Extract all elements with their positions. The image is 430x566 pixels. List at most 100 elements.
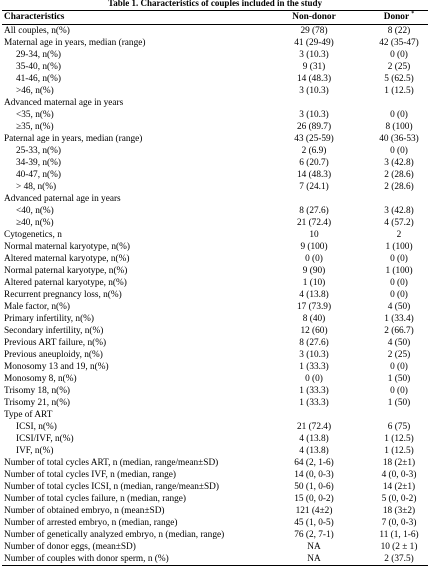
table-row: Paternal age in years, median (range) 43 … <box>2 133 428 145</box>
value-cell: 7 (0, 0-3) <box>381 518 417 528</box>
table-row: Previous ART failure, n(%) 8 (27.6) 4 (50) <box>2 337 428 349</box>
value-cell: 0 (0) <box>390 110 408 120</box>
label-cell: Normal maternal karyotype, n(%) <box>4 242 130 252</box>
value-cell: 64 (2, 1-6) <box>294 458 334 468</box>
value-cell: 6 (75) <box>387 422 411 432</box>
label-cell: >46, n(%) <box>16 86 54 96</box>
value-cell: 12 (60) <box>300 326 328 336</box>
table-row: Number of total cycles IVF, n (median, r… <box>2 469 428 481</box>
value-cell: 4 (0, 0-3) <box>381 470 417 480</box>
value-cell: 2 (28.6) <box>384 170 414 180</box>
value-cell <box>370 409 428 421</box>
label-cell: 25-33, n(%) <box>16 146 61 156</box>
value-cell <box>258 193 370 205</box>
sub-row: <35, n(%) 3 (10.3) 0 (0) <box>2 109 428 121</box>
table-row: Number of genetically analyzed embryo, n… <box>2 529 428 541</box>
value-cell: 10 (2 ± 1) <box>380 542 418 552</box>
value-cell: 2 (28.6) <box>384 182 414 192</box>
value-cell <box>370 97 428 109</box>
header-text: Donor <box>383 12 409 22</box>
label-cell: Secondary infertility, n(%) <box>4 326 104 336</box>
label-cell: 35-40, n(%) <box>16 62 61 72</box>
label-cell: 40-47, n(%) <box>16 170 61 180</box>
label-cell: Trisomy 21, n(%) <box>4 398 71 408</box>
sub-row: ≥40, n(%) 21 (72.4) 4 (57.2) <box>2 217 428 229</box>
value-cell: 2 (25) <box>387 62 411 72</box>
table-row: Cytogenetics, n 10 2 <box>2 229 428 241</box>
value-cell: 0 (0) <box>390 50 408 60</box>
label-cell: Number of obtained embryo, n (mean±SD) <box>4 506 165 516</box>
table-row: Previous aneuploidy, n(%) 3 (10.3) 2 (25) <box>2 349 428 361</box>
value-cell: 76 (2, 7-1) <box>294 530 334 540</box>
table-row: Number of couples with donor sperm, n (%… <box>2 553 428 566</box>
sub-row: ≥35, n(%) 26 (89.7) 8 (100) <box>2 121 428 133</box>
label-cell: 34-39, n(%) <box>16 158 61 168</box>
label-cell: Monosomy 8, n(%) <box>4 374 77 384</box>
label-cell: 29-34, n(%) <box>16 50 61 60</box>
sub-row: >46, n(%) 3 (10.3) 1 (12.5) <box>2 85 428 97</box>
value-cell: 42 (35-47) <box>379 38 419 48</box>
sub-row: 35-40, n(%) 9 (31) 2 (25) <box>2 61 428 73</box>
sub-row: 34-39, n(%) 6 (20.7) 3 (42.8) <box>2 157 428 169</box>
value-cell <box>258 409 370 421</box>
value-cell: 4 (50) <box>387 302 411 312</box>
value-cell: 8 (22) <box>387 26 411 36</box>
label-cell: Previous ART failure, n(%) <box>4 338 107 348</box>
value-cell: NA <box>307 554 321 564</box>
value-cell: 2 (66.7) <box>384 326 414 336</box>
header-row: Characteristics Non-donor Donor * <box>2 10 428 25</box>
value-cell: 15 (0, 0-2) <box>294 494 334 504</box>
label-cell: All couples, n(%) <box>4 26 70 36</box>
characteristics-table: Characteristics Non-donor Donor * All co… <box>2 10 428 566</box>
value-cell: 1 (12.5) <box>384 446 414 456</box>
value-cell: 121 (4±2) <box>295 506 333 516</box>
value-cell: 1 (33.3) <box>299 362 329 372</box>
label-cell: Primary infertility, n(%) <box>4 314 95 324</box>
value-cell: 1 (12.5) <box>384 86 414 96</box>
label-cell: Advanced paternal age in years <box>4 194 121 204</box>
label-cell: Altered maternal karyotype, n(%) <box>4 254 130 264</box>
value-cell: 3 (42.8) <box>384 158 414 168</box>
table-row: Trisomy 18, n(%) 1 (33.3) 0 (0) <box>2 385 428 397</box>
value-cell <box>370 193 428 205</box>
table-row: Recurrent pregnancy loss, n(%) 4 (13.8) 0 … <box>2 289 428 301</box>
table-row: Normal paternal karyotype, n(%) 9 (90) 1 (… <box>2 265 428 277</box>
table-row: All couples, n(%) 29 (78) 8 (22) <box>2 25 428 38</box>
table-row: Male factor, n(%) 17 (73.9) 4 (50) <box>2 301 428 313</box>
value-cell: 4 (13.8) <box>299 434 329 444</box>
table-row: Altered maternal karyotype, n(%) 0 (0) 0 (… <box>2 253 428 265</box>
value-cell: 29 (78) <box>300 26 328 36</box>
label-cell: ICSI/IVF, n(%) <box>16 434 74 444</box>
table-row: Number of arrested embryo, n (median, ra… <box>2 517 428 529</box>
label-cell: <35, n(%) <box>16 110 54 120</box>
table-row: Type of ART <box>2 409 428 421</box>
value-cell: 0 (0) <box>390 278 408 288</box>
sub-row: > 48, n(%) 7 (24.1) 2 (28.6) <box>2 181 428 193</box>
label-cell: Number of couples with donor sperm, n (%… <box>4 554 169 564</box>
value-cell: 6 (20.7) <box>299 158 329 168</box>
value-cell: 1 (12.5) <box>384 434 414 444</box>
value-cell: 2 (37.5) <box>384 554 414 564</box>
value-cell: 8 (27.6) <box>299 206 329 216</box>
table-row: Primary infertility, n(%) 8 (40) 1 (33.4) <box>2 313 428 325</box>
sub-row: <40, n(%) 8 (27.6) 3 (42.8) <box>2 205 428 217</box>
value-cell: 0 (0) <box>305 254 323 264</box>
value-cell: 17 (73.9) <box>296 302 332 312</box>
value-cell: 1 (50) <box>387 398 411 408</box>
label-cell: Trisomy 18, n(%) <box>4 386 71 396</box>
table-row: Number of donor eggs, (mean±SD) NA 10 (2 ±… <box>2 541 428 553</box>
table-row: Normal maternal karyotype, n(%) 9 (100) 1 … <box>2 241 428 253</box>
value-cell: 21 (72.4) <box>296 422 332 432</box>
value-cell: 1 (100) <box>385 242 413 252</box>
value-cell: 14 (0, 0-3) <box>294 470 334 480</box>
label-cell: ICSI, n(%) <box>16 422 57 432</box>
table-row: Advanced maternal age in years <box>2 97 428 109</box>
label-cell: IVF, n(%) <box>16 446 54 456</box>
label-cell: Recurrent pregnancy loss, n(%) <box>4 290 122 300</box>
label-cell: > 48, n(%) <box>16 182 57 192</box>
value-cell: 0 (0) <box>305 374 323 384</box>
label-cell: Type of ART <box>4 410 53 420</box>
value-cell: 50 (1, 0-6) <box>294 482 334 492</box>
table-row: Trisomy 21, n(%) 1 (33.3) 1 (50) <box>2 397 428 409</box>
